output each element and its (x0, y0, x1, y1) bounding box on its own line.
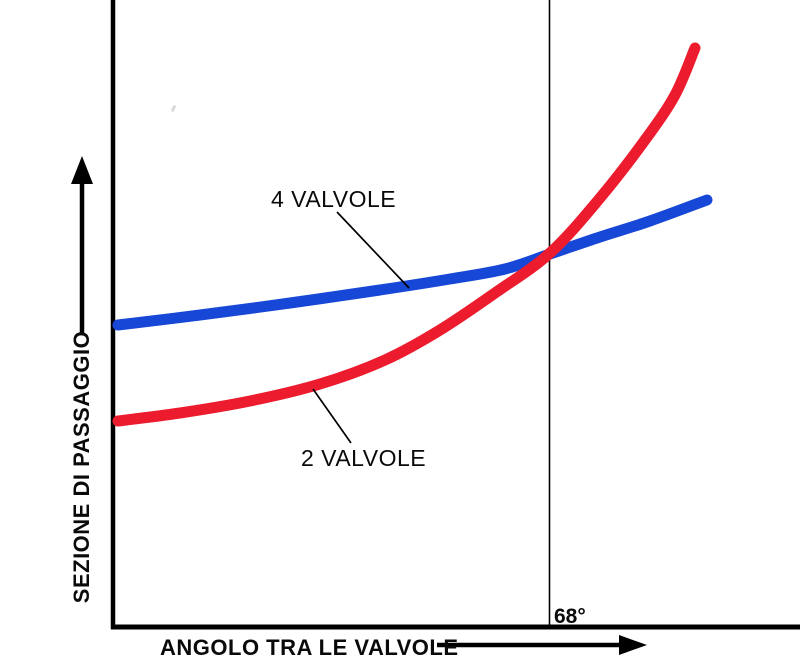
leader-line-2-valvole (312, 388, 352, 444)
series-label-2-valvole: 2 VALVOLE (301, 445, 427, 471)
y-axis-arrow-icon (71, 156, 93, 184)
x-axis-label: ANGOLO TRA LE VALVOLE (160, 635, 459, 660)
curve-2-valvole (112, 42, 701, 427)
curve-4-valvole (112, 194, 713, 331)
x-axis-arrow-icon (619, 635, 647, 655)
marker-label-68deg: 68° (554, 605, 586, 628)
y-axis-label: SEZIONE DI PASSAGGIO (69, 330, 94, 604)
leader-line-4-valvole (336, 211, 410, 289)
series-label-4-valvole: 4 VALVOLE (271, 186, 397, 212)
